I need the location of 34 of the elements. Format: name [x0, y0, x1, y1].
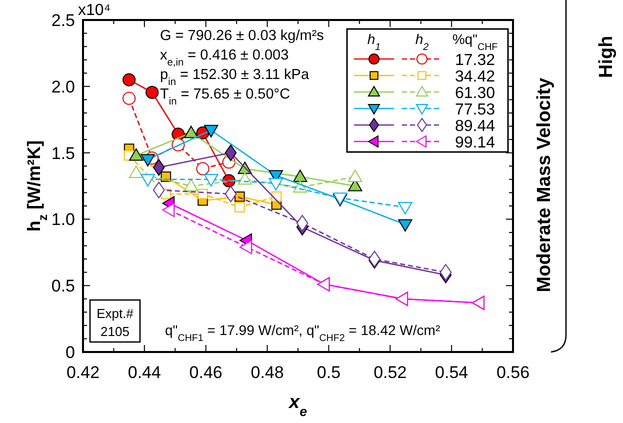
x-tick-label: 0.56 [496, 363, 530, 382]
legend-label: 17.32 [454, 52, 496, 69]
y-tick-label: 0 [66, 343, 75, 362]
annotation: p$_{in}$ = 152.30 ± 3.11 kPa [160, 67, 310, 88]
annotation: 2105 [100, 324, 130, 339]
y-tick-label: 2.5 [51, 11, 75, 30]
x-tick-label: 0.44 [128, 363, 161, 382]
x-tick-label: 0.42 [66, 363, 100, 382]
text: Moderate Mass Velocity [534, 77, 555, 292]
annotation: q"$_{CHF1}$ = 17.99 W/cm², q"$_{CHF2}$ = 18.42 W/cm² [165, 322, 440, 344]
y-tick-label: 1.0 [51, 210, 75, 230]
text: High [596, 36, 617, 78]
annotation: h$_{1}$ [367, 31, 381, 52]
x-tick-label: 0.54 [435, 363, 468, 382]
text: x10⁴ [78, 2, 111, 19]
annotation: x$_{e,in}$ = 0.416 ± 0.003 [160, 48, 289, 68]
annotation: h$_{2}$ [415, 31, 430, 52]
annotation: G = 790.26 ± 0.03 kg/m²s [160, 28, 324, 44]
legend-label: 61.30 [454, 85, 496, 102]
legend-title: %q"$_{CHF}$ [452, 31, 498, 52]
annotation: T$_{in}$ = 75.65 ± 0.50°C [160, 86, 290, 107]
y-tick-label: 2.0 [51, 77, 75, 96]
x-tick-label: 0.46 [189, 363, 222, 382]
y-tick-label: 0.5 [51, 276, 75, 296]
x-tick-label: 0.5 [316, 363, 341, 382]
y-tick-label: 1.5 [51, 144, 75, 163]
annotation: Expt.# [96, 306, 134, 321]
legend-label: 99.14 [454, 134, 496, 152]
x-tick-label: 0.48 [250, 363, 284, 382]
x-tick-label: 0.52 [374, 363, 407, 382]
legend-label: 34.42 [454, 68, 496, 86]
legend-label: 77.53 [454, 102, 496, 118]
legend-label: 89.44 [454, 118, 496, 135]
x-axis-title: x$_{e}$ [288, 392, 308, 418]
